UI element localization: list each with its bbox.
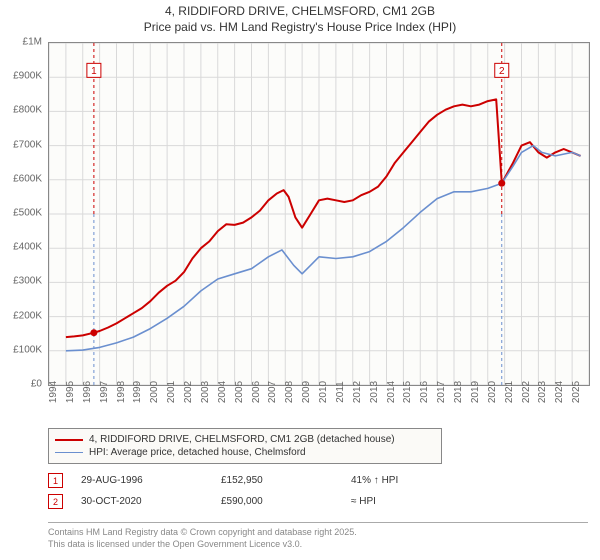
y-tick-label: £0	[31, 379, 42, 390]
x-tick-label: 2016	[419, 381, 430, 403]
x-tick-label: 2020	[487, 381, 498, 403]
datapoint-date: 29-AUG-1996	[81, 475, 221, 486]
x-tick-label: 2017	[436, 381, 447, 403]
x-tick-label: 2011	[335, 381, 346, 403]
datapoint-row: 1 29-AUG-1996£152,95041% ↑ HPI	[48, 470, 588, 491]
x-tick-label: 2007	[267, 381, 278, 403]
chart-plot-area: 12	[48, 42, 590, 386]
x-tick-label: 2003	[200, 381, 211, 403]
x-axis-labels: 1994199519961997199819992000200120022003…	[48, 388, 588, 428]
footer-attribution: Contains HM Land Registry data © Crown c…	[48, 522, 588, 550]
x-tick-label: 2022	[521, 381, 532, 403]
datapoint-note: 41% ↑ HPI	[351, 475, 471, 486]
datapoint-badge: 2	[48, 494, 63, 509]
x-tick-label: 1998	[116, 381, 127, 403]
x-tick-label: 2010	[318, 381, 329, 403]
legend-row: 4, RIDDIFORD DRIVE, CHELMSFORD, CM1 2GB …	[55, 433, 435, 446]
x-tick-label: 2006	[251, 381, 262, 403]
legend-row: HPI: Average price, detached house, Chel…	[55, 446, 435, 459]
datapoint-price: £152,950	[221, 475, 351, 486]
datapoint-row: 2 30-OCT-2020£590,000≈ HPI	[48, 491, 588, 512]
x-tick-label: 2021	[504, 381, 515, 403]
x-tick-label: 1996	[82, 381, 93, 403]
x-tick-label: 1994	[48, 381, 59, 403]
y-axis-labels: £0£100K£200K£300K£400K£500K£600K£700K£80…	[0, 42, 44, 384]
chart-svg: 12	[49, 43, 589, 385]
chart-container: 4, RIDDIFORD DRIVE, CHELMSFORD, CM1 2GB …	[0, 0, 600, 560]
x-tick-label: 2019	[470, 381, 481, 403]
x-tick-label: 2025	[571, 381, 582, 403]
legend-swatch	[55, 439, 83, 441]
datapoint-badge: 1	[48, 473, 63, 488]
footer-line-2: This data is licensed under the Open Gov…	[48, 539, 588, 551]
title-block: 4, RIDDIFORD DRIVE, CHELMSFORD, CM1 2GB …	[0, 0, 600, 35]
datapoint-table: 1 29-AUG-1996£152,95041% ↑ HPI 2 30-OCT-202…	[48, 470, 588, 512]
y-tick-label: £500K	[13, 208, 42, 219]
y-tick-label: £800K	[13, 105, 42, 116]
footer-line-1: Contains HM Land Registry data © Crown c…	[48, 527, 588, 539]
y-tick-label: £100K	[13, 344, 42, 355]
x-tick-label: 2004	[217, 381, 228, 403]
y-tick-label: £400K	[13, 242, 42, 253]
x-tick-label: 2024	[554, 381, 565, 403]
datapoint-note: ≈ HPI	[351, 496, 471, 507]
x-tick-label: 2002	[183, 381, 194, 403]
y-tick-label: £600K	[13, 173, 42, 184]
y-tick-label: £700K	[13, 139, 42, 150]
datapoint-date: 30-OCT-2020	[81, 496, 221, 507]
x-tick-label: 1995	[65, 381, 76, 403]
svg-text:1: 1	[91, 66, 97, 77]
x-tick-label: 1997	[99, 381, 110, 403]
x-tick-label: 2008	[284, 381, 295, 403]
x-tick-label: 1999	[132, 381, 143, 403]
title-line-1: 4, RIDDIFORD DRIVE, CHELMSFORD, CM1 2GB	[0, 4, 600, 20]
svg-text:2: 2	[499, 66, 505, 77]
legend-box: 4, RIDDIFORD DRIVE, CHELMSFORD, CM1 2GB …	[48, 428, 442, 464]
y-tick-label: £300K	[13, 276, 42, 287]
x-tick-label: 2012	[352, 381, 363, 403]
x-tick-label: 2023	[537, 381, 548, 403]
x-tick-label: 2018	[453, 381, 464, 403]
y-tick-label: £1M	[23, 37, 42, 48]
y-tick-label: £900K	[13, 71, 42, 82]
x-tick-label: 2001	[166, 381, 177, 403]
x-tick-label: 2005	[234, 381, 245, 403]
x-tick-label: 2013	[369, 381, 380, 403]
legend-swatch	[55, 452, 83, 454]
x-tick-label: 2009	[301, 381, 312, 403]
title-line-2: Price paid vs. HM Land Registry's House …	[0, 20, 600, 36]
x-tick-label: 2000	[149, 381, 160, 403]
x-tick-label: 2014	[386, 381, 397, 403]
legend-text: HPI: Average price, detached house, Chel…	[89, 447, 306, 458]
legend-text: 4, RIDDIFORD DRIVE, CHELMSFORD, CM1 2GB …	[89, 434, 395, 445]
x-tick-label: 2015	[402, 381, 413, 403]
datapoint-price: £590,000	[221, 496, 351, 507]
y-tick-label: £200K	[13, 310, 42, 321]
